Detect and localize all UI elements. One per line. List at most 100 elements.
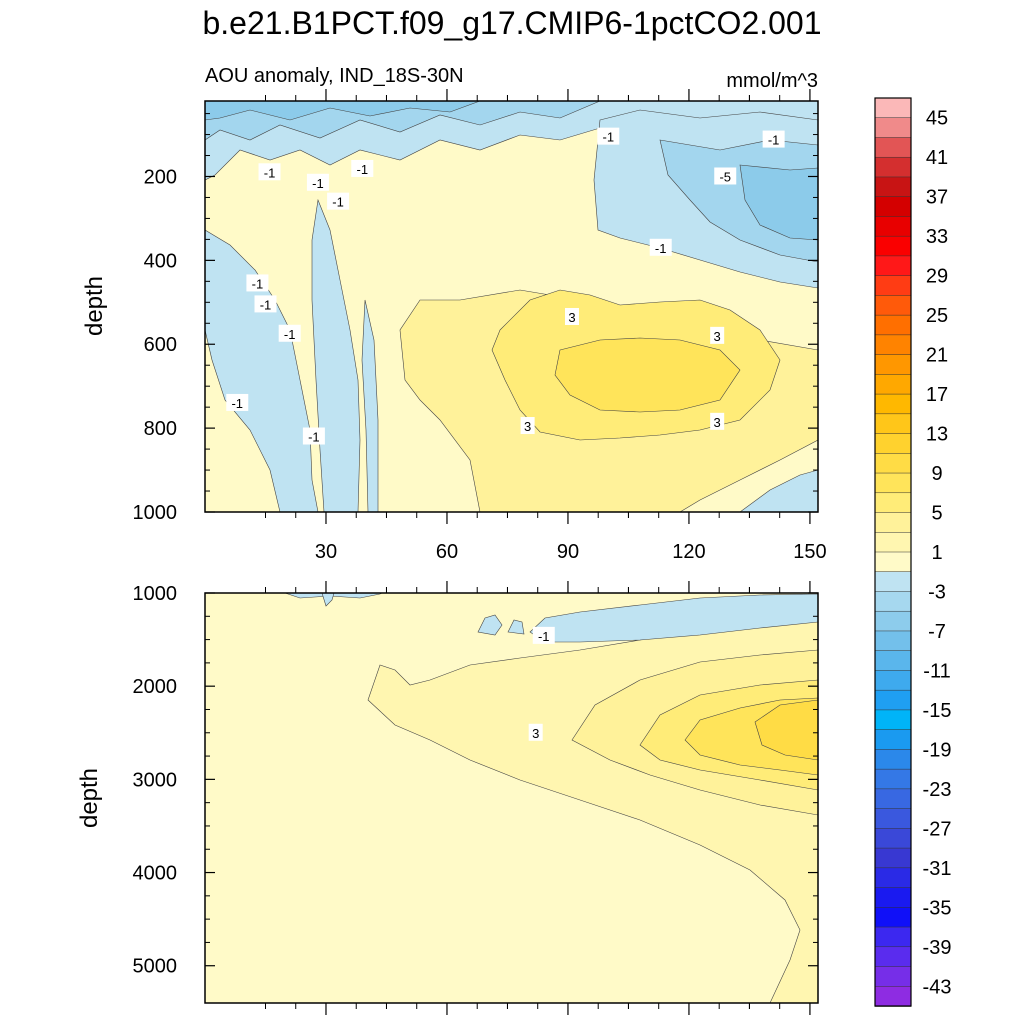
colorbar-swatch: [874, 176, 912, 198]
colorbar-label: -39: [923, 937, 952, 959]
colorbar-swatch: [874, 729, 912, 751]
colorbar-label: -15: [923, 700, 952, 722]
colorbar-swatch: [874, 453, 912, 474]
colorbar-swatch: [874, 532, 912, 553]
x-tick-label: 30: [315, 541, 337, 563]
colorbar-swatch: [874, 137, 912, 158]
colorbar-label: 13: [926, 424, 948, 446]
chart-title: b.e21.B1PCT.f09_g17.CMIP6-1pctCO2.001: [202, 5, 821, 41]
upper-plot-frame: [204, 100, 819, 513]
colorbar-swatch: [874, 907, 912, 928]
upper-fill-surface-neg9: [205, 101, 481, 121]
colorbar-swatch: [874, 196, 912, 218]
colorbar-swatch: [874, 610, 912, 632]
chart-units: mmol/m^3: [726, 70, 818, 92]
lower-fill-negative: [529, 593, 818, 643]
colorbar-swatch: [874, 828, 912, 849]
contour-label-bg: [520, 417, 535, 435]
colorbar-swatch: [874, 887, 912, 909]
lower-fill-pos11: [754, 699, 818, 761]
lower-panel: 1000 2000 3000 4000 5000 -1 3 depth: [76, 581, 819, 1015]
y-tick-label: 800: [144, 418, 177, 440]
contour-label: -1: [768, 133, 780, 148]
contour-label: -1: [284, 327, 296, 342]
colorbar-label: -23: [923, 779, 952, 801]
contour-label-bg: [564, 307, 579, 325]
colorbar-swatch: [874, 986, 912, 1007]
contour-label: 3: [532, 726, 539, 741]
contour-label: -1: [231, 396, 243, 411]
colorbar-label: -43: [923, 976, 952, 998]
contour-label-bg: [246, 274, 269, 292]
y-tick-label: 4000: [133, 863, 178, 885]
contour-label: 3: [714, 415, 721, 430]
upper-fill-east-small: [739, 469, 818, 512]
colorbar-swatch: [874, 314, 912, 336]
y-tick-label: 400: [144, 250, 177, 272]
colorbar-swatch: [874, 117, 912, 139]
contour-label: 3: [714, 329, 721, 344]
lower-y-ticks: 1000 2000 3000 4000 5000: [133, 583, 818, 978]
colorbar-swatch: [874, 571, 912, 593]
colorbar-swatch: [874, 156, 912, 178]
lower-contour-labels: -1 3: [528, 626, 555, 741]
upper-y-ticks: 200 400 600 800 1000: [133, 113, 818, 524]
colorbar-swatch: [874, 551, 912, 573]
contour-label-bg: [226, 393, 249, 411]
colorbar-swatch: [874, 630, 912, 652]
upper-fill-pos7: [554, 337, 741, 413]
colorbar-swatch: [874, 472, 912, 494]
colorbar-swatch: [874, 275, 912, 297]
contour-label-bg: [306, 173, 329, 191]
colorbar-swatch: [874, 847, 912, 869]
lower-fill-neg-small1: [477, 614, 503, 636]
upper-fill-west-column3: [361, 299, 379, 512]
colorbar-swatch: [874, 354, 912, 376]
contour-label: 3: [524, 419, 531, 434]
contour-label: -1: [308, 430, 320, 445]
contour-label: -1: [357, 162, 369, 177]
colorbar-label: -31: [923, 858, 952, 880]
colorbar-swatch: [874, 946, 912, 968]
colorbar-swatch: [874, 591, 912, 612]
contour-label-bg: [351, 159, 374, 177]
colorbar-swatch: [874, 97, 912, 119]
colorbar-label: 1: [931, 542, 942, 564]
colorbar-swatch: [874, 235, 912, 257]
colorbar-swatch: [874, 788, 912, 810]
colorbar-label: 5: [931, 503, 942, 525]
y-tick-label: 5000: [133, 956, 178, 978]
lower-y-axis-label: depth: [76, 768, 103, 828]
colorbar-swatch: [874, 334, 912, 356]
y-tick-label: 1000: [133, 583, 178, 605]
contour-label-bg: [258, 163, 281, 181]
x-tick-label: 120: [672, 541, 705, 563]
colorbar-swatch: [874, 433, 912, 455]
x-tick-label: 150: [793, 541, 826, 563]
contour-label-bg: [649, 238, 672, 256]
contour-label: -1: [603, 130, 615, 145]
colorbar-label: -11: [923, 660, 950, 682]
colorbar-swatch: [874, 492, 912, 514]
upper-contour-labels: -1 -1 -1 -1 -1 -5 -1 -1 -1 -1 -1 3 3 -1 -1 3 3: [226, 127, 785, 445]
y-tick-label: 3000: [133, 769, 178, 791]
contour-label-bg: [302, 427, 325, 445]
contour-label-bg: [597, 127, 620, 145]
contour-label: -1: [538, 629, 550, 644]
lower-contour-fills: [205, 593, 818, 1003]
chart-subtitle-left: AOU anomaly, IND_18S-30N: [205, 65, 464, 87]
lower-x-ticks: [264, 581, 811, 1015]
colorbar-swatch: [874, 749, 912, 770]
colorbar-swatch: [874, 255, 912, 277]
colorbar-label: 25: [926, 305, 948, 327]
contour-label-bg: [762, 130, 785, 148]
colorbar-label: -27: [923, 818, 952, 840]
colorbar-swatch: [874, 867, 912, 889]
x-tick-label: 60: [436, 541, 458, 563]
contour-label-bg: [710, 412, 725, 430]
contour-label: -1: [655, 241, 667, 256]
contour-label-bg: [528, 723, 543, 741]
contour-label: -1: [312, 176, 324, 191]
